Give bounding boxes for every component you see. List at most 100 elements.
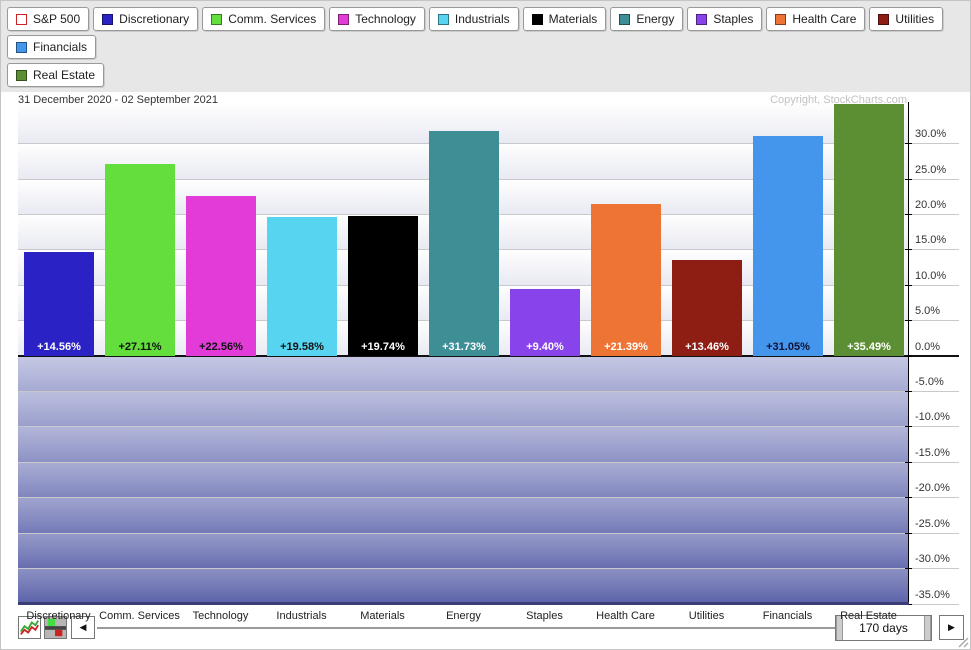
grid-band (18, 532, 909, 569)
bar-materials: +19.74% (348, 215, 418, 356)
bar-utilities: +13.46% (672, 260, 742, 356)
bar-chart-mode-button[interactable] (44, 616, 67, 639)
legend-item-industrials[interactable]: Industrials (428, 7, 519, 31)
legend-item-s-p-500[interactable]: S&P 500 (7, 7, 90, 31)
legend-item-utilities[interactable]: Utilities (869, 7, 944, 31)
range-slider-track[interactable] (97, 627, 835, 629)
y-axis-tick-label: 5.0% (915, 305, 941, 318)
legend-swatch-icon (619, 13, 631, 25)
bar-technology: +22.56% (186, 195, 256, 356)
scroll-right-button[interactable]: ▶ (939, 615, 964, 640)
range-selector[interactable]: 170 days (835, 615, 932, 641)
bar-discretionary: +14.56% (24, 252, 94, 356)
y-axis-tick-label: 25.0% (915, 163, 947, 176)
scroll-left-button[interactable]: ◀ (71, 616, 95, 639)
grid-band (18, 355, 909, 392)
bar-comm-services: +27.11% (105, 163, 175, 356)
bar-staples: +9.40% (510, 289, 580, 356)
legend-item-financials[interactable]: Financials (7, 35, 97, 59)
legend-item-staples[interactable]: Staples (687, 7, 763, 31)
legend-item-discretionary[interactable]: Discretionary (93, 7, 199, 31)
x-axis-category-label: Energy (446, 610, 481, 622)
legend-item-label: Comm. Services (228, 12, 317, 26)
grid-band (18, 461, 909, 498)
y-axis-tick-label: -10.0% (915, 411, 950, 424)
legend-item-label: Staples (713, 12, 754, 26)
legend-item-health-care[interactable]: Health Care (766, 7, 866, 31)
legend-item-real-estate[interactable]: Real Estate (7, 63, 105, 87)
copyright-label: Copyright, StockCharts.com (770, 94, 907, 106)
legend-swatch-icon (16, 41, 27, 53)
bar-value-label: +31.05% (766, 340, 810, 353)
gridline (18, 568, 959, 570)
bar-chart-icon (45, 618, 66, 637)
x-axis-category-label: Financials (762, 610, 813, 622)
gridline (18, 426, 959, 428)
range-handle-left[interactable] (836, 616, 843, 640)
y-axis-tick-label: 0.0% (915, 340, 941, 353)
y-axis-tick-label: -15.0% (915, 446, 950, 459)
right-arrow-icon: ▶ (948, 622, 955, 632)
legend-swatch-icon (102, 13, 114, 25)
legend-swatch-icon (16, 69, 27, 81)
legend-item-technology[interactable]: Technology (329, 7, 425, 31)
grid-band (18, 426, 909, 462)
legend-swatch-icon (16, 13, 27, 25)
bar-value-label: +14.56% (37, 340, 81, 353)
bar-value-label: +13.46% (685, 340, 729, 353)
y-axis-tick-label: 10.0% (915, 269, 947, 282)
range-handle-right[interactable] (924, 616, 931, 640)
negative-region-background (18, 355, 909, 605)
bar-real-estate: +35.49% (834, 104, 904, 356)
legend-swatch-icon (696, 13, 708, 25)
y-axis-line (908, 102, 909, 605)
legend-swatch-icon (531, 13, 543, 25)
zero-line (18, 354, 959, 357)
legend-item-comm-services[interactable]: Comm. Services (202, 7, 326, 31)
grid-band (18, 391, 909, 427)
bottom-toolbar: ◀ 170 days ▶ (1, 607, 970, 649)
legend-item-label: Technology (355, 12, 416, 26)
x-axis-category-label: Discretionary (26, 610, 91, 622)
x-axis-category-label: Real Estate (840, 610, 897, 622)
gridline (18, 391, 959, 393)
y-axis-tick-label: 30.0% (915, 128, 947, 141)
bar-value-label: +19.58% (280, 340, 324, 353)
gridline (18, 497, 959, 499)
y-axis-tick-label: -35.0% (915, 588, 950, 601)
legend-item-label: Industrials (454, 12, 510, 26)
bar-energy: +31.73% (429, 130, 499, 356)
plot-bottom-border (18, 602, 909, 605)
legend-item-materials[interactable]: Materials (522, 7, 607, 31)
legend-swatch-icon (437, 13, 449, 25)
bar-health-care: +21.39% (591, 204, 661, 356)
bar-industrials: +19.58% (267, 216, 337, 356)
sector-legend: S&P 500 Discretionary Comm. Services Techno… (1, 1, 970, 92)
bar-value-label: +27.11% (118, 340, 162, 353)
legend-swatch-icon (338, 13, 350, 25)
legend-swatch-icon (878, 13, 890, 25)
grid-band (18, 568, 909, 604)
bar-value-label: +35.49% (847, 340, 891, 353)
y-axis-tick-label: -30.0% (915, 553, 950, 566)
x-axis-category-label: Health Care (596, 610, 655, 622)
plot-area: +14.56% +27.11% +22.56% +19.58% +19.74% +31.7… (18, 102, 959, 605)
legend-item-energy[interactable]: Energy (610, 7, 684, 31)
bar-value-label: +22.56% (199, 340, 243, 353)
line-chart-icon (20, 620, 39, 635)
legend-item-label: Utilities (895, 12, 935, 26)
grid-band (18, 497, 909, 533)
y-axis-tick-label: 20.0% (915, 198, 947, 211)
gridline (18, 532, 959, 534)
bar-value-label: +9.40% (526, 340, 564, 353)
left-arrow-icon: ◀ (79, 622, 87, 632)
legend-item-label: Real Estate (33, 68, 96, 82)
legend-item-label: S&P 500 (33, 12, 81, 26)
legend-swatch-icon (775, 13, 787, 25)
legend-item-label: Financials (33, 40, 88, 54)
y-axis-tick-label: 15.0% (915, 234, 947, 247)
resize-grip[interactable] (954, 633, 969, 648)
line-chart-mode-button[interactable] (18, 616, 41, 639)
chart-panel: 31 December 2020 - 02 September 2021 Cop… (1, 92, 970, 638)
